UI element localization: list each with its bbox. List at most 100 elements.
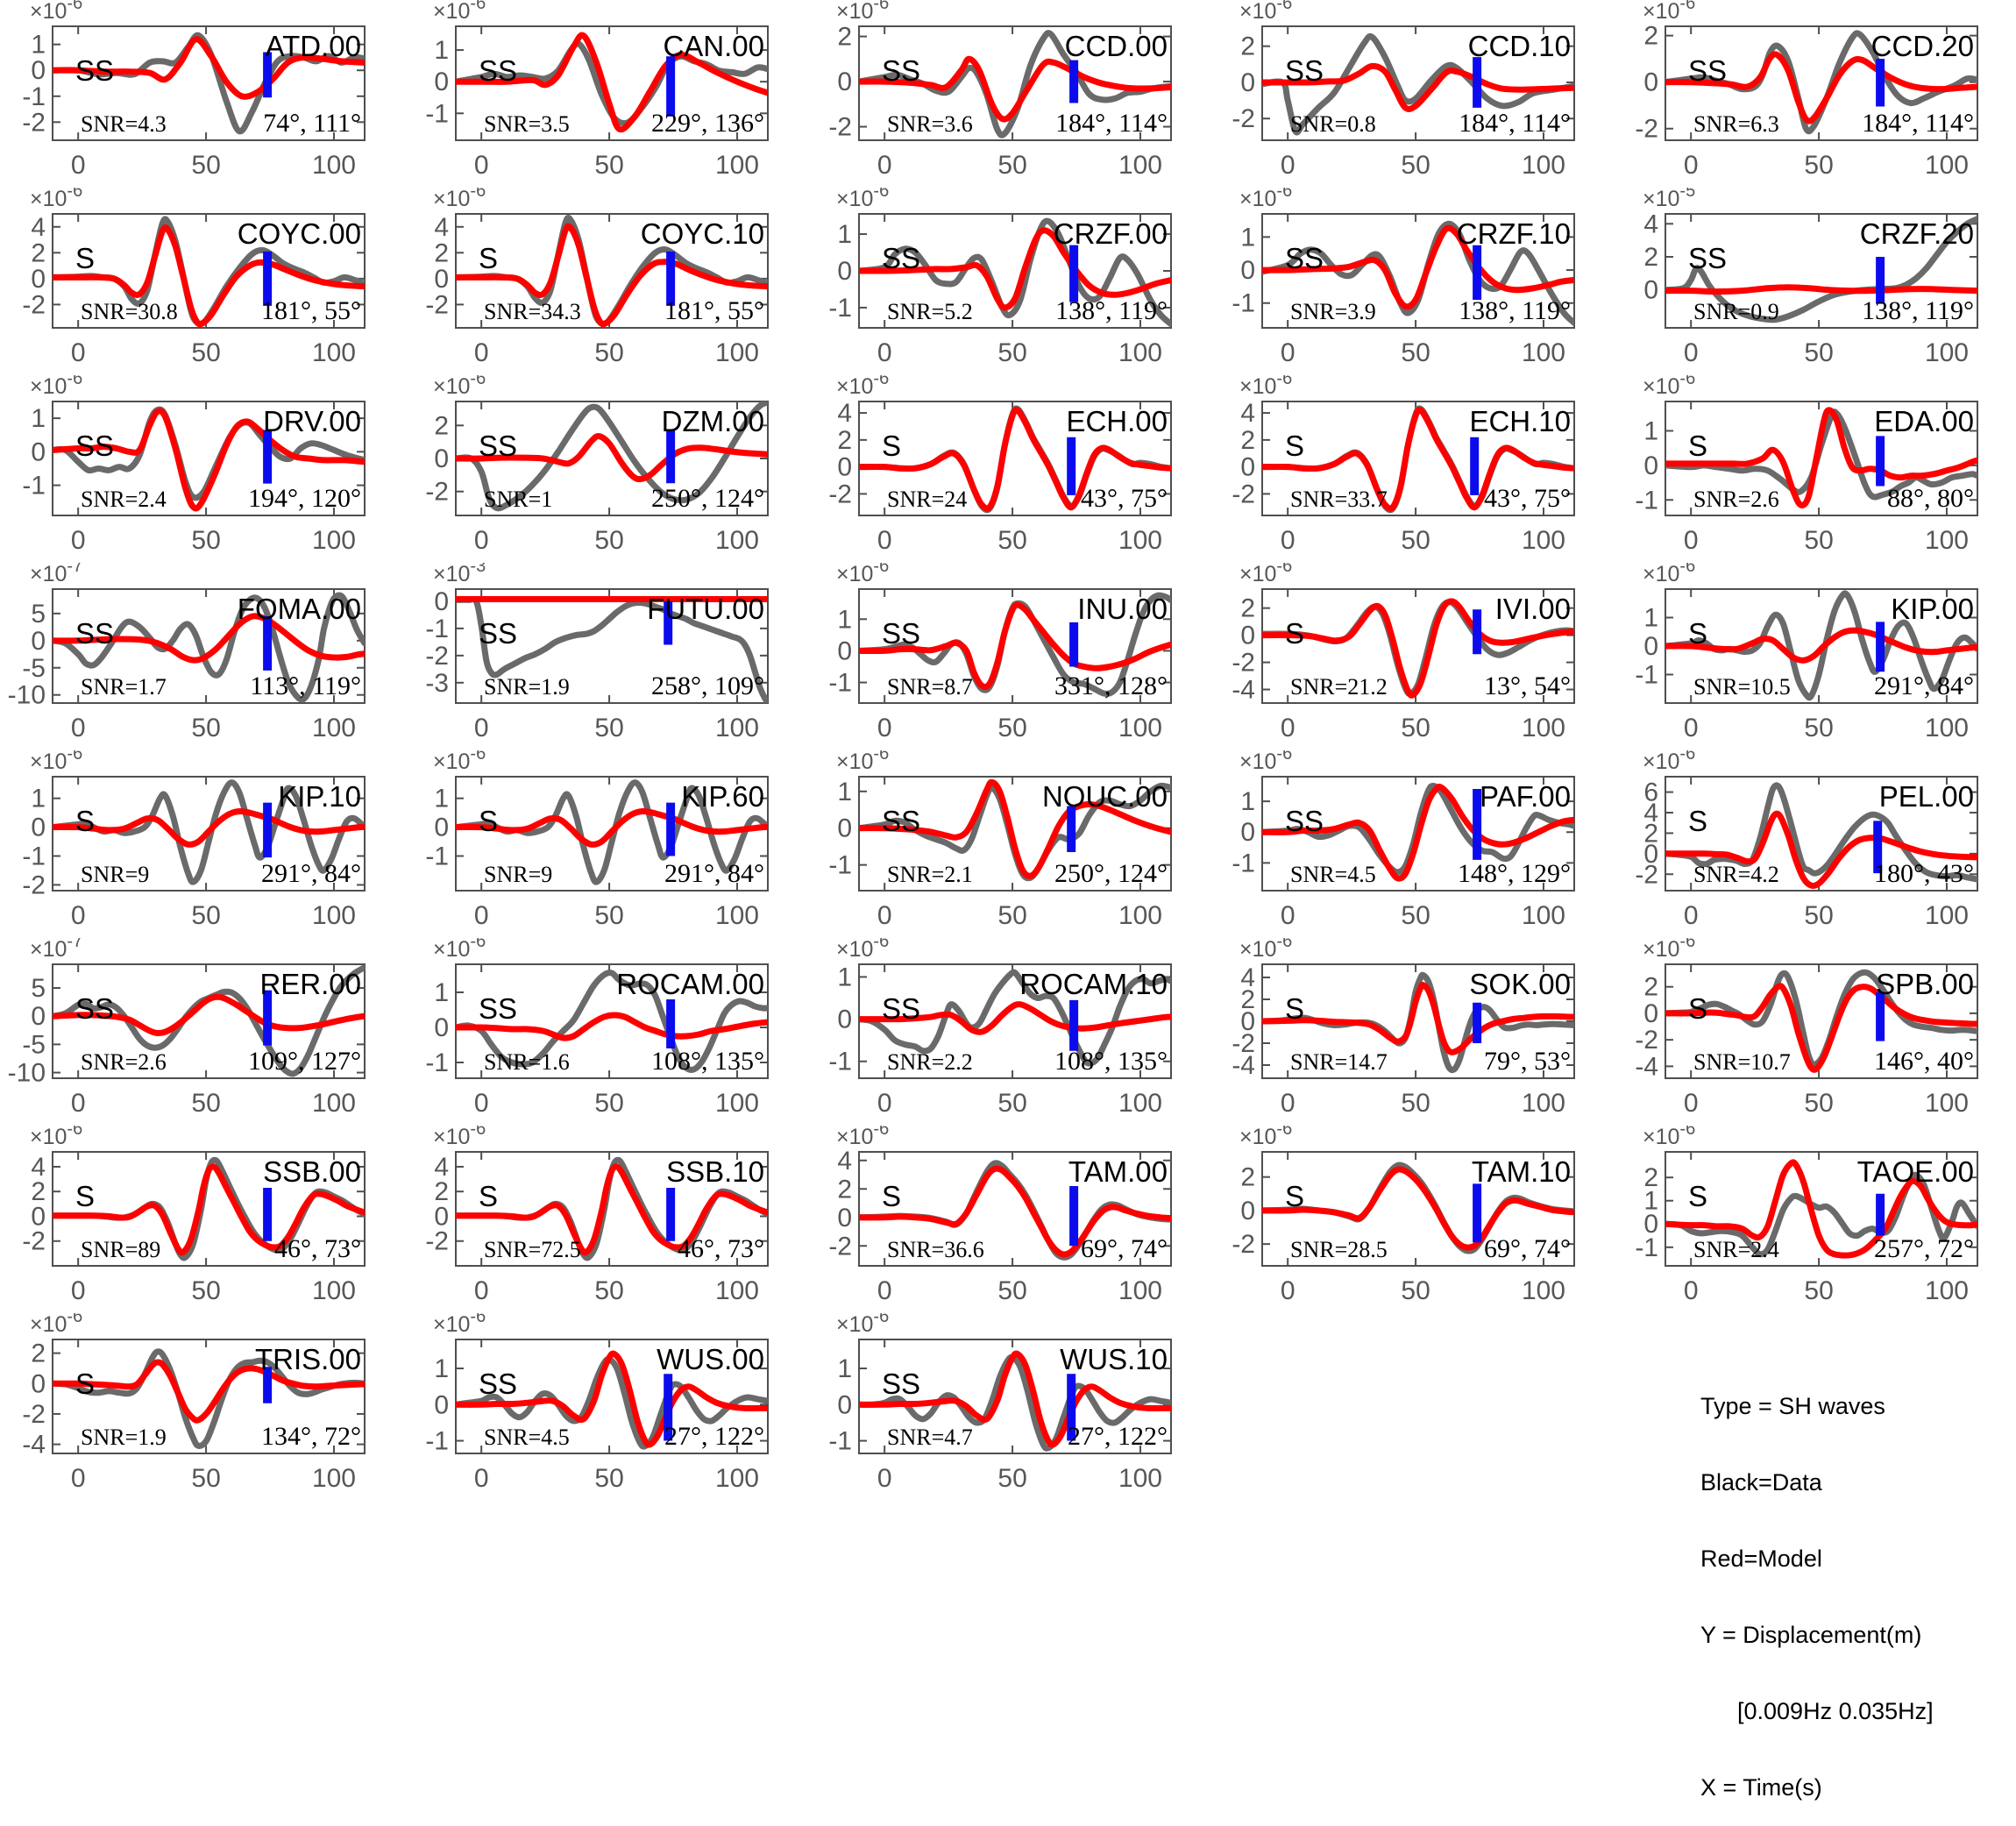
x-tick-label: 100 xyxy=(1118,1089,1162,1118)
x-tick-label: 0 xyxy=(877,714,892,742)
x-tick-label: 100 xyxy=(715,151,759,180)
snr-label: SNR=8.7 xyxy=(887,674,973,700)
model-waveform xyxy=(53,224,365,328)
y-tick-label: 0 xyxy=(31,627,46,656)
subplot-CCD.10: 0 50 100 2 0 -2 ×10-6 SS CCD.10 SNR=0.8 184°, 114° xyxy=(1210,0,1613,188)
y-tick-label: 0 xyxy=(434,1013,449,1042)
x-tick-label: 0 xyxy=(474,526,489,555)
subplot-KIP.10: 0 50 100 1 0 -1 -2 ×10-6 S KIP.10 SNR=9 291°, 84° xyxy=(0,744,403,938)
waveform-group xyxy=(456,401,768,512)
x-tick-label: 0 xyxy=(1281,526,1295,555)
phase-label: SS xyxy=(479,430,517,462)
x-tick-label: 50 xyxy=(594,1276,623,1305)
y-tick-label: -1 xyxy=(22,842,46,871)
data-waveform xyxy=(859,217,1171,328)
y-tick-label: 5 xyxy=(31,974,46,1003)
y-tick-label: 0 xyxy=(1240,1197,1255,1226)
y-tick-label: 1 xyxy=(1240,223,1255,252)
azimuth-distance-label: 69°, 74° xyxy=(1081,1234,1168,1263)
y-tick-label: 2 xyxy=(1240,594,1255,623)
y-tick-label: -2 xyxy=(22,1227,46,1256)
model-waveform xyxy=(456,223,768,328)
x-tick-label: 50 xyxy=(594,1464,623,1493)
data-waveform xyxy=(53,406,365,501)
data-waveform xyxy=(1665,782,1977,883)
plot-frame xyxy=(858,1339,1172,1454)
station-label: TAM.00 xyxy=(1068,1155,1168,1188)
waveform-group xyxy=(1665,407,1977,508)
model-waveform xyxy=(53,408,365,512)
station-label: ATD.00 xyxy=(266,30,361,62)
x-tick-label: 0 xyxy=(1684,526,1699,555)
y-scale-label: ×10-6 xyxy=(836,1126,889,1149)
azimuth-distance-label: 46°, 73° xyxy=(274,1234,361,1263)
azimuth-distance-label: 134°, 72° xyxy=(261,1422,361,1451)
phase-label: S xyxy=(882,430,901,462)
y-tick-label: 0 xyxy=(837,1005,852,1034)
azimuth-distance-label: 79°, 53° xyxy=(1484,1047,1571,1076)
azimuth-distance-label: 291°, 84° xyxy=(1874,671,1974,700)
y-tick-label: -2 xyxy=(1635,1026,1658,1055)
legend-line-y: Y = Displacement(m) xyxy=(1700,1622,1922,1648)
x-tick-label: 50 xyxy=(997,901,1026,930)
y-tick-label: -1 xyxy=(425,842,449,871)
waveform-group xyxy=(456,1156,768,1261)
data-waveform xyxy=(53,1348,365,1449)
x-tick-label: 50 xyxy=(1804,714,1833,742)
waveform-group xyxy=(1665,969,1977,1073)
snr-label: SNR=3.6 xyxy=(887,111,973,137)
data-waveform xyxy=(456,595,768,703)
x-tick-label: 50 xyxy=(1804,1089,1833,1118)
y-tick-label: -3 xyxy=(425,669,449,698)
y-tick-label: 1 xyxy=(1643,1187,1658,1216)
y-tick-label: 0 xyxy=(434,814,449,842)
azimuth-distance-label: 109°, 127° xyxy=(248,1047,361,1076)
phase-label: SS xyxy=(882,242,920,274)
subplot-CRZF.20: 0 50 100 4 2 0 ×10-5 SS CRZF.20 SNR=0.9 138°, 119° xyxy=(1613,181,2016,375)
y-tick-label: -1 xyxy=(828,1427,852,1456)
data-waveform xyxy=(1665,1171,1977,1258)
azimuth-distance-label: 108°, 135° xyxy=(1054,1047,1168,1076)
subplot-IVI.00: 0 50 100 2 0 -2 -4 ×10-6 S IVI.00 SNR=21.2 13°, 54° xyxy=(1210,557,1613,750)
phase-label: SS xyxy=(75,992,114,1025)
x-tick-label: 50 xyxy=(191,714,220,742)
waveform-group xyxy=(1262,32,1574,136)
x-tick-label: 50 xyxy=(1804,901,1833,930)
x-tick-label: 50 xyxy=(1401,1089,1430,1118)
y-scale-label: ×10-6 xyxy=(1643,563,1695,586)
x-tick-label: 50 xyxy=(1804,526,1833,555)
y-tick-label: 0 xyxy=(1240,818,1255,847)
model-waveform xyxy=(859,1165,1171,1258)
x-tick-label: 0 xyxy=(1684,338,1699,367)
azimuth-distance-label: 257°, 72° xyxy=(1874,1234,1974,1263)
phase-label: SS xyxy=(882,54,920,87)
y-tick-label: 0 xyxy=(1643,276,1658,305)
azimuth-distance-label: 291°, 84° xyxy=(261,859,361,888)
x-tick-label: 100 xyxy=(1118,1276,1162,1305)
x-tick-label: 50 xyxy=(1401,901,1430,930)
snr-label: SNR=24 xyxy=(887,487,967,512)
data-waveform xyxy=(456,970,768,1073)
x-tick-label: 50 xyxy=(191,1276,220,1305)
x-tick-label: 50 xyxy=(191,1464,220,1493)
station-label: INU.00 xyxy=(1077,593,1168,625)
y-tick-label: 1 xyxy=(837,1354,852,1383)
y-scale-label: ×10-6 xyxy=(1239,750,1292,774)
x-tick-label: 100 xyxy=(1925,1089,1969,1118)
azimuth-distance-label: 74°, 111° xyxy=(263,109,361,138)
x-tick-label: 50 xyxy=(1804,151,1833,180)
subplot-canvas-ROCAM.10: 0 50 100 1 0 -1 ×10-6 SS ROCAM.10 SNR=2.2 108°, 13… xyxy=(828,932,1172,1118)
y-tick-label: 0 xyxy=(837,453,852,482)
azimuth-distance-label: 184°, 114° xyxy=(1459,109,1571,138)
y-tick-label: 1 xyxy=(837,778,852,806)
x-tick-label: 100 xyxy=(312,151,356,180)
y-tick-label: 2 xyxy=(31,1177,46,1206)
plot-frame xyxy=(858,401,1172,516)
azimuth-distance-label: 108°, 135° xyxy=(651,1047,764,1076)
subplot-TAM.10: 0 50 100 2 0 -2 ×10-6 S TAM.10 SNR=28.5 69°, 74° xyxy=(1210,1119,1613,1313)
waveform-group xyxy=(456,595,768,703)
